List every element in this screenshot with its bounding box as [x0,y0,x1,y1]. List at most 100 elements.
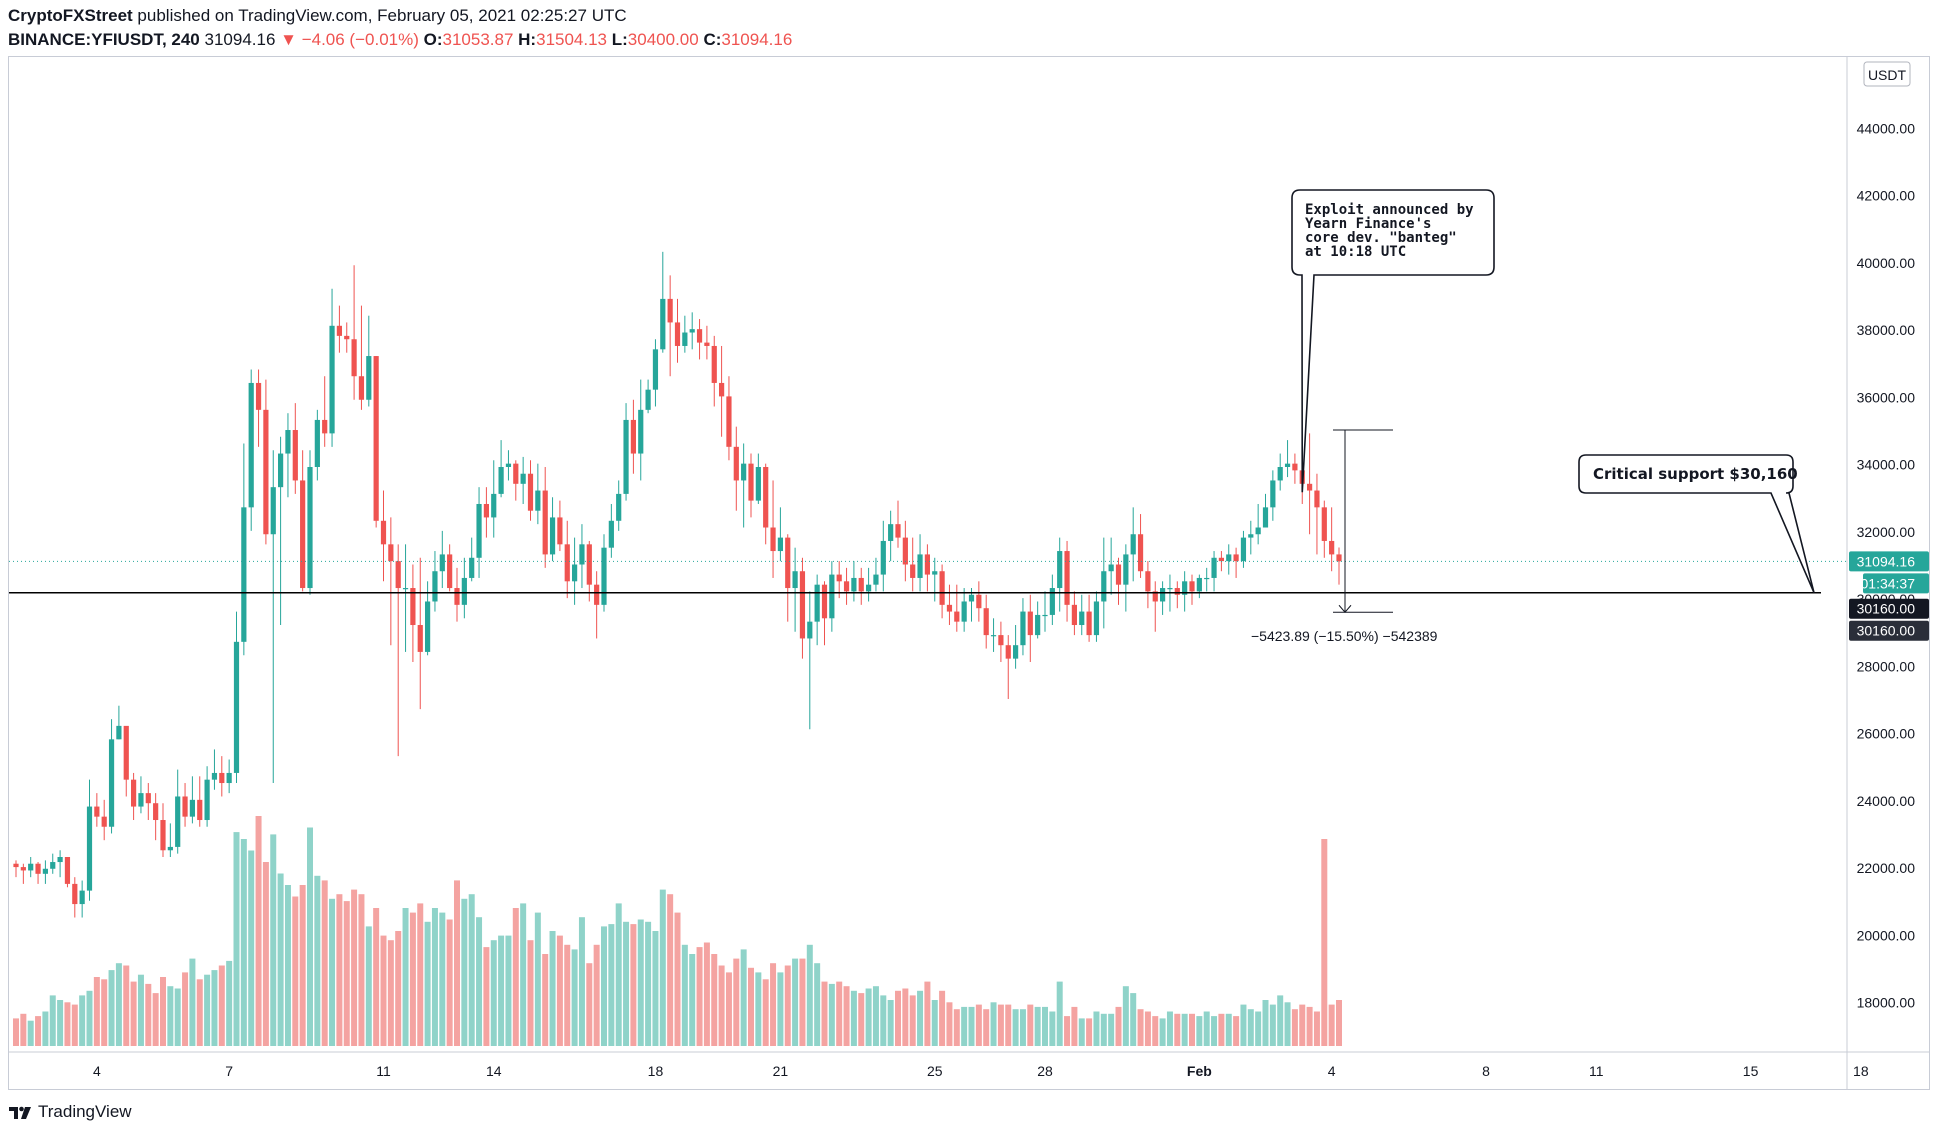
candle-body [888,524,894,541]
volume-bar [556,935,563,1046]
volume-bar [542,954,549,1046]
volume-bar [843,986,850,1046]
candle-body [344,335,350,340]
volume-bar [1122,986,1129,1046]
footer: TradingView [8,1102,132,1122]
open-value: 31053.87 [442,30,514,49]
chart-frame[interactable]: −5423.89 (−15.50%) −542389 Exploit announ… [8,56,1930,1090]
tradingview-logo-icon[interactable] [8,1103,32,1121]
volume-bar [86,990,93,1046]
candle-body [1321,507,1327,541]
candle-body [1277,467,1283,481]
volume-bar [1218,1013,1225,1046]
candle-body [351,339,357,377]
y-tick-label: 42000.00 [1857,188,1916,204]
candle-body [696,329,703,343]
y-tick-label: 38000.00 [1857,322,1916,338]
candle-body [241,507,247,642]
y-tick-label: 18000.00 [1857,995,1916,1011]
volume-bar [1100,1013,1107,1046]
volume-bar [1144,1011,1151,1046]
tradingview-brand[interactable]: TradingView [38,1102,132,1121]
countdown-label: 01:34:37 [1861,575,1916,591]
volume-bar [1321,839,1328,1046]
candle-body [1329,540,1335,555]
close-label: C: [703,30,722,49]
price-chart[interactable]: −5423.89 (−15.50%) −542389 Exploit announ… [9,57,1929,1089]
volume-bar [329,898,336,1046]
volume-bar [703,942,710,1046]
volume-bar [1313,1011,1320,1046]
candle-body [682,332,688,346]
volume-bar [623,921,630,1046]
candle-body [1035,614,1041,636]
volume-bar [35,1016,42,1046]
current-price-tag [1849,551,1929,572]
candle-body [961,601,967,622]
candle-body [674,322,681,346]
volume-bar [204,974,211,1046]
candle-body [1204,577,1210,580]
countdown-tag [1863,573,1929,594]
volume-bar [1078,1018,1085,1046]
candle-body [572,564,578,582]
volume-bar [1181,1013,1188,1046]
volume-bar [637,919,644,1046]
candle-body [623,419,629,494]
volume-bar [630,924,637,1046]
publish-line: CryptoFXStreet published on TradingView.… [8,6,627,26]
volume-bar [343,901,350,1046]
volume-bar [336,894,343,1046]
volume-bar [211,970,218,1046]
candle-body [1314,490,1320,508]
volume-bar [880,995,887,1046]
volume-bar [1005,1004,1012,1046]
high-value: 31504.13 [536,30,608,49]
candle-body [535,490,541,511]
publisher-name[interactable]: CryptoFXStreet [8,6,133,25]
candle-body [851,577,857,592]
candle-body [439,554,445,572]
candle-body [1123,554,1129,585]
candle-body [836,574,842,582]
volume-bar [358,894,365,1046]
volume-bar [725,972,732,1046]
candle-body [20,867,26,871]
volume-bar [93,977,100,1046]
x-tick-label: 28 [1037,1063,1053,1079]
candle-body [763,467,769,528]
candle-body [28,863,34,871]
volume-bar [784,965,791,1046]
volume-bar [439,912,446,1046]
volume-bar [196,979,203,1046]
candle-body [814,584,820,622]
candle-body [86,806,93,891]
candle-body [880,540,886,575]
candle-body [505,463,512,467]
candle-body [108,739,115,827]
volume-bar [968,1006,975,1046]
candle-body [1248,534,1254,538]
candle-body [461,577,467,605]
volume-bar [255,816,262,1046]
candle-body [902,537,908,565]
support-price-tag [1849,598,1929,619]
x-tick-label: 11 [1589,1063,1604,1079]
symbol-label[interactable]: BINANCE:YFIUSDT, 240 [8,30,200,49]
volume-bar [939,990,946,1046]
candle-body [1152,591,1158,602]
volume-bar [1071,1006,1078,1046]
volume-bar [615,903,622,1046]
candle-body [652,349,659,390]
price-change: ▼ −4.06 (−0.01%) [280,30,419,49]
candle-body [454,588,460,605]
candle-body [219,772,225,784]
volume-bar [667,894,674,1046]
candle-body [998,635,1004,646]
volume-bar [476,917,483,1046]
candle-body [1160,588,1166,602]
candle-body [821,584,828,619]
candle-body [1292,463,1298,471]
volume-bar [218,965,225,1046]
support-price-tag-b [1849,620,1929,641]
